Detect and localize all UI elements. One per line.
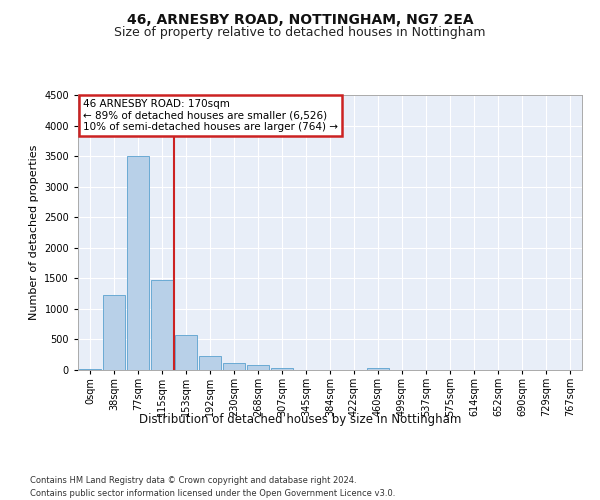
Text: Contains HM Land Registry data © Crown copyright and database right 2024.
Contai: Contains HM Land Registry data © Crown c… bbox=[30, 476, 395, 498]
Bar bbox=[247, 365, 269, 370]
Bar bbox=[175, 334, 197, 370]
Bar bbox=[79, 369, 101, 370]
Bar bbox=[367, 368, 389, 370]
Text: 46, ARNESBY ROAD, NOTTINGHAM, NG7 2EA: 46, ARNESBY ROAD, NOTTINGHAM, NG7 2EA bbox=[127, 12, 473, 26]
Text: Distribution of detached houses by size in Nottingham: Distribution of detached houses by size … bbox=[139, 412, 461, 426]
Text: Size of property relative to detached houses in Nottingham: Size of property relative to detached ho… bbox=[114, 26, 486, 39]
Bar bbox=[151, 280, 173, 370]
Bar bbox=[271, 368, 293, 370]
Bar bbox=[223, 363, 245, 370]
Bar bbox=[127, 156, 149, 370]
Y-axis label: Number of detached properties: Number of detached properties bbox=[29, 145, 38, 320]
Bar bbox=[199, 356, 221, 370]
Text: 46 ARNESBY ROAD: 170sqm
← 89% of detached houses are smaller (6,526)
10% of semi: 46 ARNESBY ROAD: 170sqm ← 89% of detache… bbox=[83, 99, 338, 132]
Bar bbox=[103, 296, 125, 370]
